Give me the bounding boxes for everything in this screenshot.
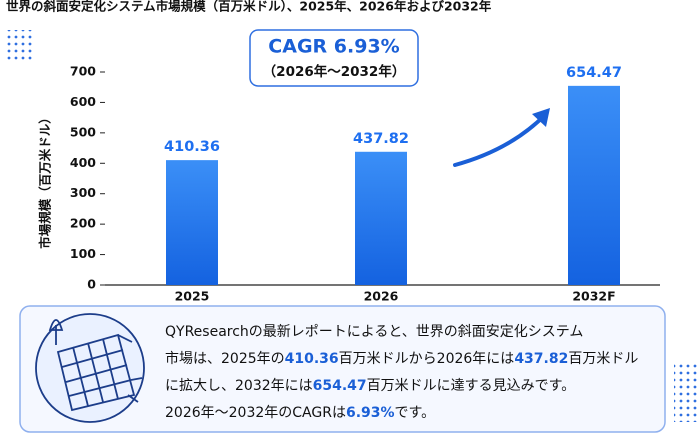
growth-arrow (453, 113, 547, 167)
description-line: 2026年～2032年のCAGRは6.93%です。 (165, 405, 435, 421)
growth-arrow-head (532, 108, 550, 127)
description-text: QYResearchの最新レポートによると、世界の斜面安定化システム (165, 324, 583, 340)
value-label: 437.82 (353, 131, 409, 147)
description-text: 百万米ドル (568, 351, 638, 367)
y-tick-label: 0 (87, 277, 96, 292)
cagr-label: CAGR 6.93% (268, 36, 399, 58)
decor-dots (674, 364, 698, 422)
value-label: 410.36 (164, 139, 220, 155)
highlight-text: 6.93% (346, 405, 395, 421)
y-tick-label: 200 (70, 216, 96, 231)
cagr-period: （2026年～2032年） (263, 63, 406, 80)
y-axis-label: 市場規模（百万米ドル） (38, 111, 53, 249)
y-tick-label: 700 (70, 64, 96, 79)
description-text: です。 (395, 405, 436, 421)
bar (568, 85, 620, 285)
y-tick-label: 400 (70, 155, 96, 170)
description-line: 市場は、2025年の410.36百万米ドルから2026年には437.82百万米ド… (165, 350, 638, 367)
description-box (19, 305, 666, 433)
x-tick-label: 2026 (364, 289, 399, 304)
slope-icon (35, 313, 145, 423)
bar (166, 160, 218, 285)
description-text: 2026年～2032年のCAGRは (165, 405, 346, 421)
y-tick-label: 500 (70, 124, 96, 139)
value-label: 654.47 (566, 65, 622, 81)
highlight-text: 654.47 (313, 378, 367, 394)
y-tick-label: 300 (70, 185, 96, 200)
description-text: 百万米ドルに達する見込みです。 (367, 378, 576, 394)
decor-dots (4, 30, 34, 62)
description-line: QYResearchの最新レポートによると、世界の斜面安定化システム (165, 324, 583, 340)
chart-title: 世界の斜面安定化システム市場規模（百万米ドル）、2025年、2026年および20… (6, 0, 492, 14)
bar (355, 151, 407, 285)
description-line: に拡大し、2032年には654.47百万米ドルに達する見込みです。 (165, 378, 575, 394)
y-tick-label: 600 (70, 94, 96, 109)
description-text: に拡大し、2032年には (165, 378, 313, 394)
description-text: 百万米ドルから2026年には (339, 351, 515, 367)
x-tick-label: 2032F (572, 289, 615, 304)
highlight-text: 437.82 (514, 351, 568, 367)
highlight-text: 410.36 (285, 351, 339, 367)
description-text: 市場は、2025年の (165, 350, 285, 367)
cagr-box (249, 29, 419, 87)
x-tick-label: 2025 (175, 289, 210, 304)
y-tick-label: 100 (70, 246, 96, 261)
